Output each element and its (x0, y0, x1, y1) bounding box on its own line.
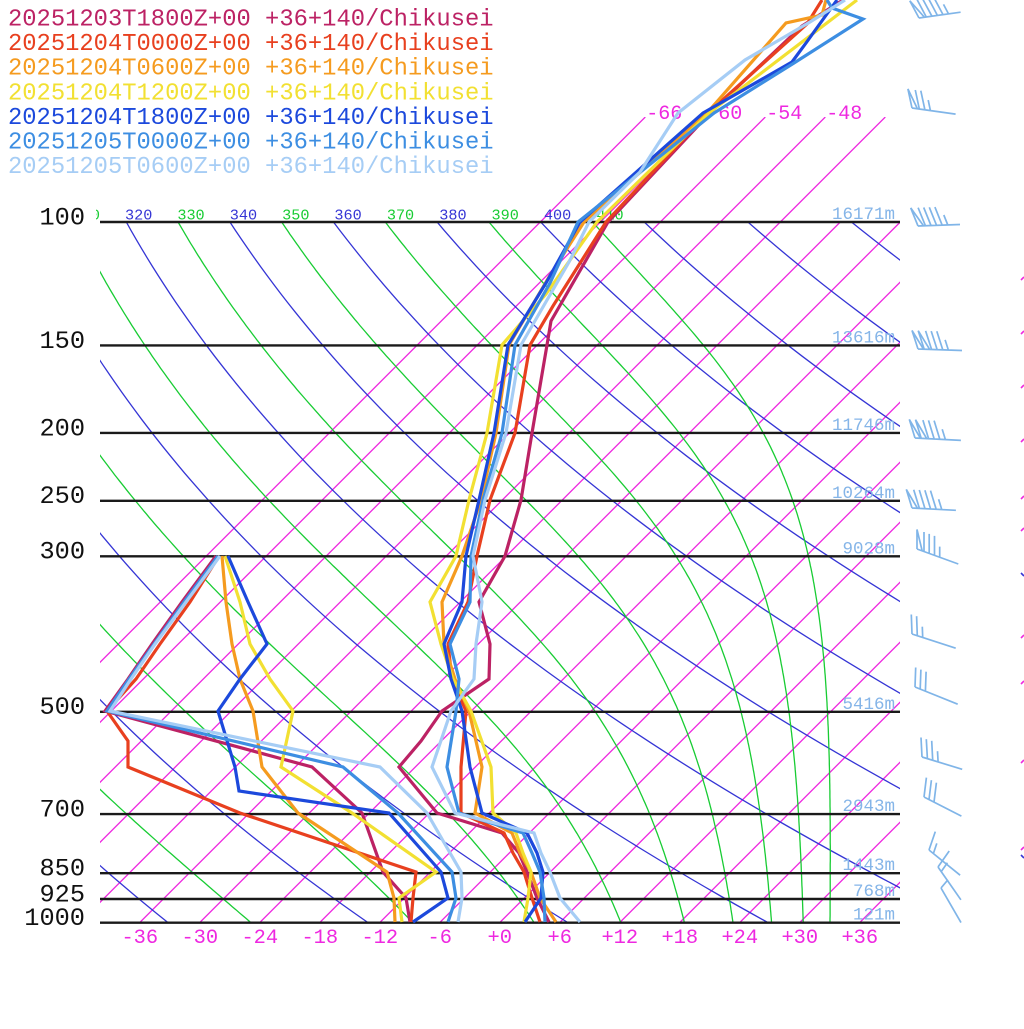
svg-text:390: 390 (492, 207, 519, 225)
svg-text:+24: +24 (721, 927, 758, 950)
svg-text:768m: 768m (853, 882, 895, 902)
svg-text:340: 340 (230, 207, 257, 225)
svg-text:150: 150 (39, 327, 85, 356)
svg-text:10264m: 10264m (832, 484, 895, 504)
svg-text:200: 200 (39, 414, 85, 443)
svg-text:360: 360 (334, 207, 361, 225)
svg-text:9028m: 9028m (842, 539, 895, 559)
svg-text:+6: +6 (548, 927, 572, 950)
svg-text:-6: -6 (428, 927, 452, 950)
svg-text:310: 310 (73, 207, 100, 225)
svg-text:20251204T0600Z+00 +36+140/Chik: 20251204T0600Z+00 +36+140/Chikusei (8, 56, 494, 83)
svg-text:925: 925 (39, 880, 85, 909)
svg-text:-18: -18 (301, 927, 338, 950)
svg-text:13616m: 13616m (832, 328, 895, 348)
svg-text:300: 300 (39, 538, 85, 567)
svg-text:-48: -48 (826, 103, 862, 126)
svg-text:+36: +36 (841, 927, 878, 950)
svg-text:350: 350 (282, 207, 309, 225)
svg-text:+30: +30 (781, 927, 818, 950)
svg-text:-30: -30 (181, 927, 218, 950)
svg-text:1443m: 1443m (842, 856, 895, 876)
svg-text:2943m: 2943m (842, 797, 895, 817)
svg-text:+0: +0 (488, 927, 512, 950)
svg-text:400: 400 (544, 207, 571, 225)
svg-text:380: 380 (439, 207, 466, 225)
svg-text:370: 370 (387, 207, 414, 225)
svg-text:20251203T1800Z+00 +36+140/Chik: 20251203T1800Z+00 +36+140/Chikusei (8, 6, 494, 33)
svg-text:16171m: 16171m (832, 205, 895, 225)
svg-text:20251204T1200Z+00 +36+140/Chik: 20251204T1200Z+00 +36+140/Chikusei (8, 80, 494, 107)
svg-text:500: 500 (39, 693, 85, 722)
svg-text:330: 330 (177, 207, 204, 225)
svg-text:1000: 1000 (24, 904, 85, 933)
svg-text:20251205T0000Z+00 +36+140/Chik: 20251205T0000Z+00 +36+140/Chikusei (8, 130, 494, 157)
svg-text:-12: -12 (361, 927, 398, 950)
svg-text:320: 320 (125, 207, 152, 225)
svg-text:250: 250 (39, 482, 85, 511)
svg-text:-36: -36 (121, 927, 158, 950)
svg-text:850: 850 (39, 855, 85, 884)
svg-text:20251205T0600Z+00 +36+140/Chik: 20251205T0600Z+00 +36+140/Chikusei (8, 154, 494, 181)
svg-text:-54: -54 (766, 103, 802, 126)
svg-text:100: 100 (39, 203, 85, 232)
svg-text:-24: -24 (241, 927, 278, 950)
svg-text:20251204T0000Z+00 +36+140/Chik: 20251204T0000Z+00 +36+140/Chikusei (8, 31, 494, 58)
svg-text:700: 700 (39, 796, 85, 825)
svg-text:+12: +12 (601, 927, 638, 950)
svg-text:20251204T1800Z+00 +36+140/Chik: 20251204T1800Z+00 +36+140/Chikusei (8, 105, 494, 132)
svg-text:121m: 121m (853, 906, 895, 926)
svg-text:+18: +18 (661, 927, 698, 950)
svg-text:11746m: 11746m (832, 416, 895, 436)
svg-text:5416m: 5416m (842, 695, 895, 715)
